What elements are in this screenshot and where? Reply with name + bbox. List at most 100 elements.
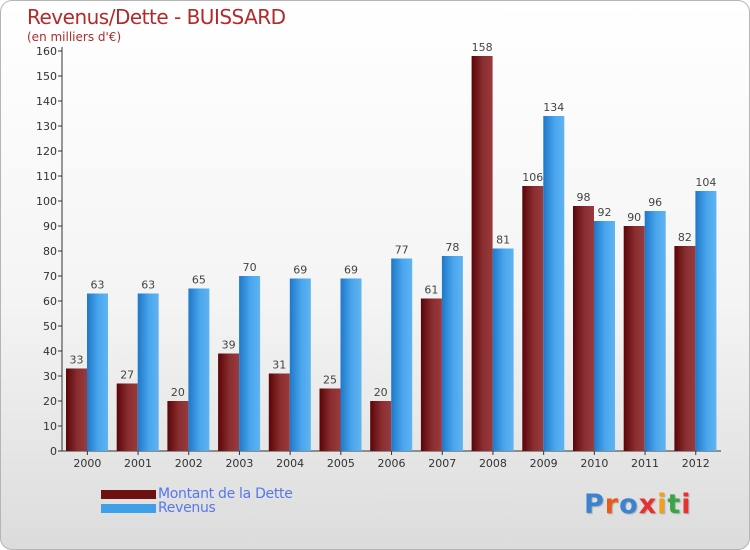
bar-dette-2003 [218,353,240,451]
y-tick-label: 40 [43,345,57,358]
y-tick-label: 20 [43,395,57,408]
bar-revenus-2002 [188,288,210,451]
bar-revenus-2010 [594,221,615,451]
y-tick-label: 120 [36,145,57,158]
bar-dette-2009 [522,186,544,451]
bar-dette-2001 [116,383,138,451]
bar-revenus-2003 [239,276,261,451]
data-label-revenus-2008: 81 [496,234,510,247]
bars [66,56,717,451]
y-tick-label: 0 [50,445,57,458]
data-label-revenus-2004: 69 [293,264,307,277]
data-label-dette-2006: 20 [374,386,388,399]
logo-letter: t [667,489,682,520]
data-label-revenus-2007: 78 [445,241,459,254]
data-label-dette-2000: 33 [70,354,84,367]
x-tick-label: 2000 [73,457,101,470]
bar-revenus-2006 [391,258,413,451]
data-label-revenus-2001: 63 [141,279,155,292]
x-tick-label: 2005 [327,457,355,470]
x-tick-label: 2002 [175,457,203,470]
legend-item-revenus: Revenus [101,500,293,516]
logo-letter: i [657,489,668,520]
bar-revenus-2011 [644,211,666,451]
x-tick-label: 2011 [631,457,659,470]
data-label-revenus-2003: 70 [243,261,257,274]
logo-letter: i [681,489,692,520]
chart-title: Revenus/Dette - BUISSARD [27,5,286,29]
bar-dette-2008 [471,56,493,451]
data-label-dette-2008: 158 [472,41,493,54]
bar-revenus-2009 [543,116,565,451]
x-tick-label: 2001 [124,457,152,470]
y-tick-label: 140 [36,95,57,108]
data-labels: 33 63 27 63 20 65 39 70 31 69 25 69 20 77 61 78 158 81 106… [70,41,717,399]
bar-dette-2007 [420,298,442,451]
bar-dette-2012 [674,246,696,451]
data-label-revenus-2011: 96 [648,196,662,209]
bar-revenus-2001 [137,293,159,451]
data-label-revenus-2012: 104 [695,176,716,189]
y-tick-label: 130 [36,120,57,133]
bar-dette-2002 [167,401,189,451]
data-label-revenus-2010: 92 [598,206,612,219]
bar-dette-2006 [370,401,392,451]
bar-dette-2004 [268,373,290,451]
data-label-dette-2002: 20 [171,386,185,399]
y-tick-label: 160 [36,45,57,58]
data-label-dette-2003: 39 [222,339,236,352]
legend-item-dette: Montant de la Dette [101,486,293,502]
axes: 0 10 20 30 40 50 60 70 80 90 100 110 120 130 140 150 160… [36,45,721,470]
legend-label-dette: Montant de la Dette [158,486,293,502]
logo-letter: x [638,489,658,520]
x-tick-label: 2009 [530,457,558,470]
y-tick-label: 150 [36,70,57,83]
data-label-dette-2004: 31 [272,359,286,372]
chart-subtitle: (en milliers d'€) [27,30,122,44]
y-tick-label: 70 [43,270,57,283]
bar-revenus-2007 [441,256,463,451]
legend-label-revenus: Revenus [158,500,216,516]
data-label-dette-2011: 90 [627,211,641,224]
bar-dette-2010 [573,206,594,451]
x-tick-label: 2004 [276,457,304,470]
x-tick-label: 2007 [428,457,456,470]
bar-dette-2011 [623,226,645,451]
bar-revenus-2005 [340,278,362,451]
y-tick-label: 50 [43,320,57,333]
data-label-revenus-2009: 134 [543,101,564,114]
legend-swatch-dette [101,489,156,499]
legend: Montant de la Dette Revenus [101,486,293,516]
x-tick-label: 2010 [580,457,608,470]
y-tick-label: 90 [43,220,57,233]
y-tick-label: 10 [43,420,57,433]
data-label-dette-2001: 27 [120,369,134,382]
bar-dette-2005 [319,388,341,451]
bar-revenus-2008 [492,248,514,451]
logo-letter: r [604,489,620,520]
data-label-revenus-2006: 77 [395,244,409,257]
data-label-dette-2005: 25 [323,374,337,387]
bar-revenus-2012 [695,191,717,451]
data-label-revenus-2005: 69 [344,264,358,277]
y-tick-label: 110 [36,170,57,183]
x-tick-label: 2012 [682,457,710,470]
data-label-dette-2007: 61 [424,284,438,297]
data-label-revenus-2002: 65 [192,274,206,287]
proxiti-logo: Proxiti [584,489,692,520]
y-tick-label: 30 [43,370,57,383]
data-label-dette-2010: 98 [577,191,591,204]
data-label-revenus-2000: 63 [91,279,105,292]
bar-revenus-2000 [87,293,108,451]
y-tick-label: 80 [43,245,57,258]
data-label-dette-2012: 82 [678,231,692,244]
y-tick-label: 100 [36,195,57,208]
x-tick-label: 2008 [479,457,507,470]
legend-swatch-revenus [101,503,156,513]
logo-letter: P [584,489,605,520]
y-tick-label: 60 [43,295,57,308]
bar-revenus-2004 [289,278,311,451]
data-label-dette-2009: 106 [522,171,543,184]
